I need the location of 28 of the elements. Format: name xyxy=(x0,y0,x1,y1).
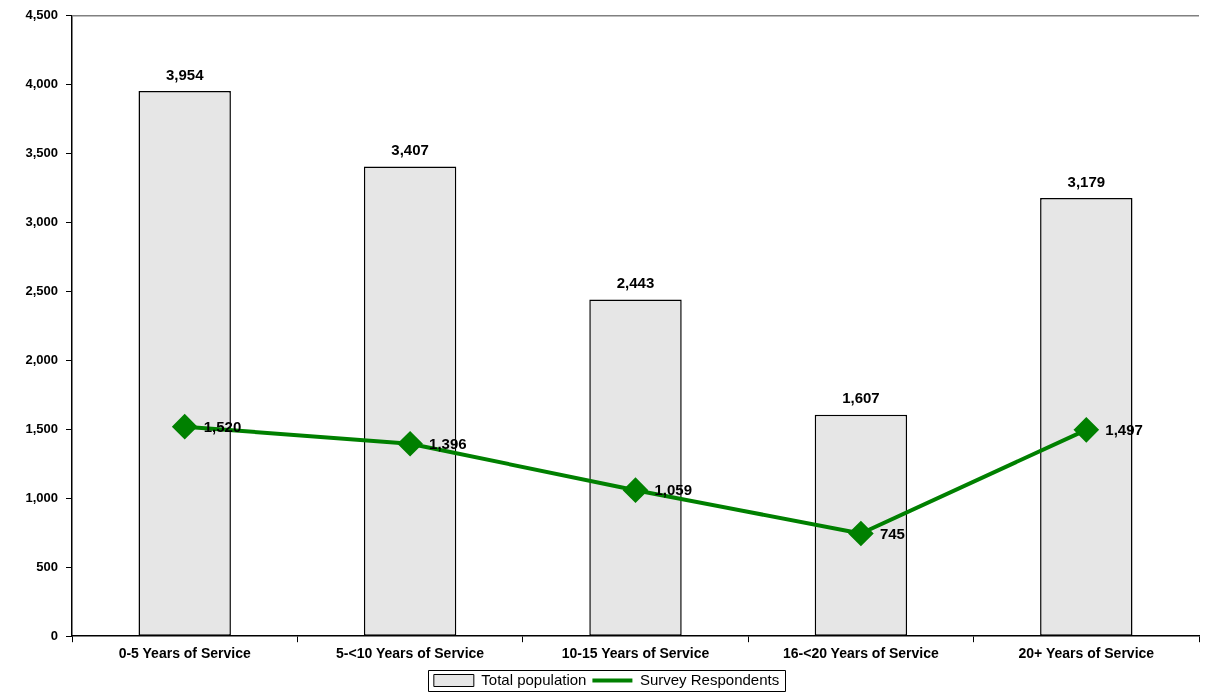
y-tick-label: 4,000 xyxy=(25,76,58,92)
x-tick-label: 10-15 Years of Service xyxy=(561,645,710,662)
data-label: 3,954 xyxy=(165,65,205,83)
y-tick-label: 500 xyxy=(36,558,58,574)
x-tick-label: 16-<20 Years of Service xyxy=(782,645,940,662)
point xyxy=(623,478,648,503)
data-label: 3,179 xyxy=(1067,172,1106,190)
point xyxy=(172,414,197,439)
y-tick-label: 4,500 xyxy=(25,7,58,23)
data-label: 2,443 xyxy=(616,274,655,292)
y-tick-label: 1,500 xyxy=(25,420,58,436)
data-label: 3,407 xyxy=(391,141,429,159)
y-tick-label: 1,000 xyxy=(25,489,58,505)
y-tick-label: 3,000 xyxy=(25,214,58,230)
x-tick-label: 20+ Years of Service xyxy=(1018,645,1155,662)
y-tick-label: 3,500 xyxy=(25,145,58,161)
data-label: 745 xyxy=(879,524,905,542)
point xyxy=(848,521,873,546)
y-tick-label: 2,000 xyxy=(25,352,58,368)
data-label: 1,607 xyxy=(842,389,880,407)
y-tick-label: 0 xyxy=(50,627,58,643)
point xyxy=(398,431,423,456)
legend-label: Survey Respondents xyxy=(639,670,780,688)
y-tick-label: 2,500 xyxy=(25,283,58,299)
x-tick-label: 0-5 Years of Service xyxy=(118,645,251,662)
x-tick-label: 5-<10 Years of Service xyxy=(336,645,485,662)
point xyxy=(1074,417,1099,442)
legend-label: Total population xyxy=(481,670,587,688)
